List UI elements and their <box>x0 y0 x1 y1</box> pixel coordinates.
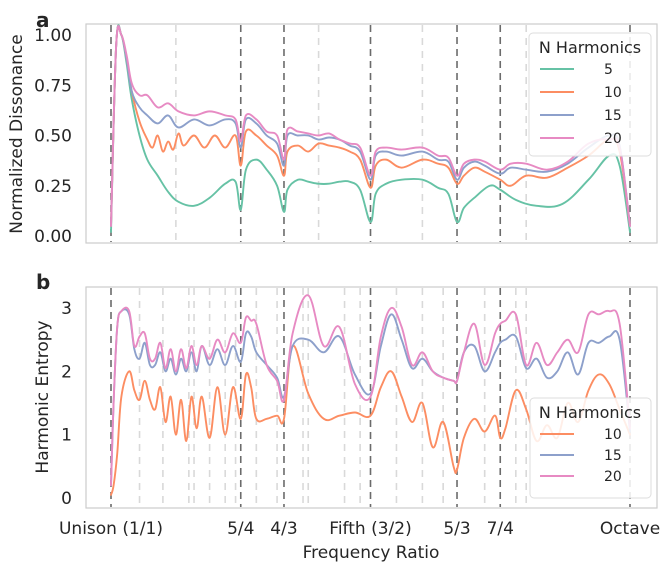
panel-b-series-line-20 <box>110 294 631 487</box>
x-tick-label: Fifth (3/2) <box>329 519 411 539</box>
panel-b-y-tick-label: 0 <box>61 489 72 509</box>
panel-b-y-tick-label: 2 <box>61 362 72 382</box>
panel-b-series-line-10 <box>110 345 631 496</box>
legend-label: 10 <box>604 427 622 443</box>
panel-a-legend-box <box>528 32 652 157</box>
panel-a-y-tick-label: 1.00 <box>34 26 72 46</box>
legend-label: 15 <box>604 108 622 124</box>
x-tick-label: 5/4 <box>227 519 254 539</box>
panel-a-legend: N Harmonics 5 10 15 20 <box>528 32 652 157</box>
panel-a-series <box>110 24 631 233</box>
panel-a: 0.00 0.25 0.50 0.75 1.00 a Normalized Disson… <box>7 8 658 247</box>
legend-label: 20 <box>604 469 622 485</box>
panel-b-legend-items: 10 15 20 <box>540 427 622 485</box>
x-tick-label: Unison (1/1) <box>59 519 163 539</box>
panel-a-series-line-20 <box>110 25 631 227</box>
panel-b-xlabel: Frequency Ratio <box>303 543 440 563</box>
legend-label: 15 <box>604 448 622 464</box>
panel-a-y-tick-label: 0.75 <box>34 76 72 96</box>
panel-b-letter: b <box>36 270 50 294</box>
legend-label: 20 <box>604 131 622 147</box>
panel-a-legend-items: 5 10 15 20 <box>540 62 622 147</box>
panel-b-legend-title: N Harmonics <box>539 403 641 422</box>
panel-b-ylabel: Harmonic Entropy <box>33 320 53 473</box>
panel-a-legend-title: N Harmonics <box>539 38 641 57</box>
panel-b-y-tick-label: 1 <box>61 426 72 446</box>
panel-a-y-tick-label: 0.00 <box>34 227 72 247</box>
panel-a-series-line-15 <box>110 25 631 227</box>
x-tick-label: 5/3 <box>443 519 470 539</box>
panel-a-series-line-10 <box>110 25 631 227</box>
panel-b-y-tick-label: 3 <box>61 299 72 319</box>
panel-b-light-lines <box>138 288 528 507</box>
panel-a-light-lines <box>175 25 528 242</box>
panel-a-ylabel: Normalized Dissonance <box>7 34 27 234</box>
panel-a-frame <box>85 23 658 244</box>
x-tick-label: 7/4 <box>487 519 514 539</box>
panel-a-series-line-5 <box>110 24 631 233</box>
panel-a-y-tick-label: 0.25 <box>34 177 72 197</box>
panel-a-letter: a <box>36 8 50 32</box>
panel-b-series <box>110 294 631 496</box>
x-tick-label: Octave <box>600 519 660 539</box>
panel-a-y-ticks: 0.00 0.25 0.50 0.75 1.00 <box>34 26 72 247</box>
legend-label: 5 <box>604 62 613 78</box>
panel-b-x-ticks: Unison (1/1) 5/4 4/3 Fifth (3/2) 5/3 7/4 Octav… <box>59 519 660 539</box>
panel-b-legend-box <box>529 397 652 499</box>
legend-label: 10 <box>604 85 622 101</box>
panel-b-legend: N Harmonics 10 15 20 <box>529 397 652 499</box>
x-tick-label: 4/3 <box>270 519 297 539</box>
panel-b-series-line-15 <box>110 308 631 487</box>
panel-a-y-tick-label: 0.50 <box>34 127 72 147</box>
panel-b-frame <box>85 286 658 509</box>
panel-b: 0 1 2 3 Unison (1/1) 5/4 4/3 Fifth (3/2) 5/3 7/4… <box>33 270 660 563</box>
panel-b-y-ticks: 0 1 2 3 <box>61 299 72 509</box>
